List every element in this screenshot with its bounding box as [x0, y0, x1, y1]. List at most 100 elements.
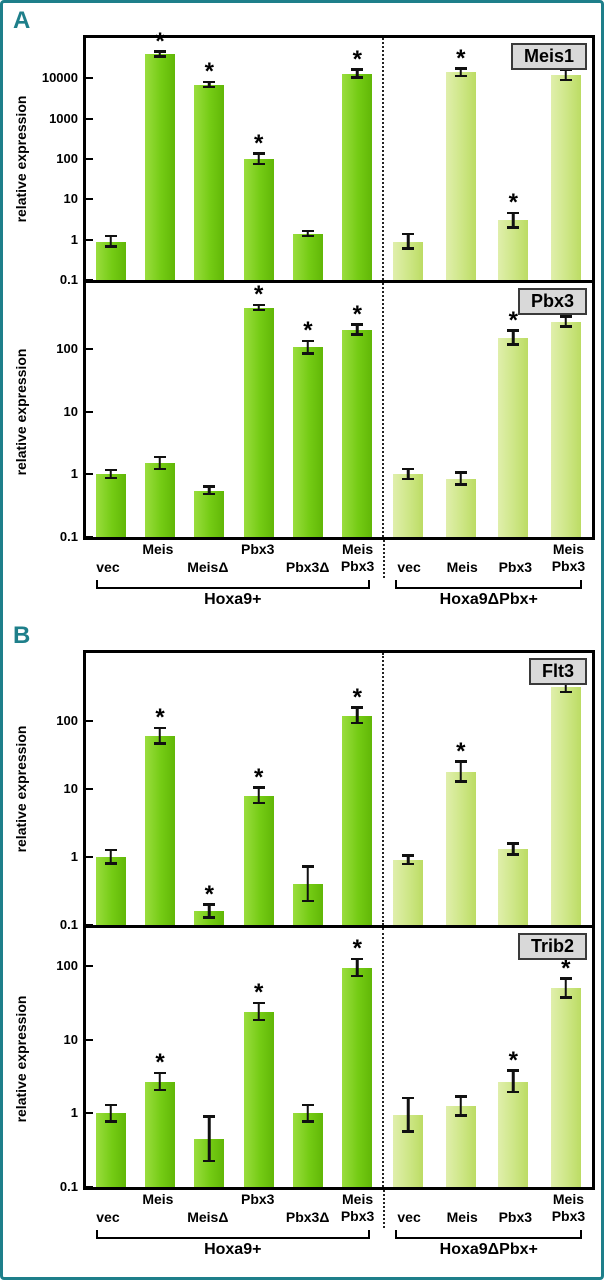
- error-cap-low: [559, 78, 572, 82]
- error-cap-low: [153, 742, 166, 745]
- error-cap-high: [104, 468, 117, 472]
- bar-slot: [382, 283, 435, 537]
- group-divider: [382, 38, 384, 280]
- bar-group-1: * * *: [86, 928, 382, 1187]
- y-axis-title-text: relative expression: [13, 995, 29, 1123]
- significance-star: *: [253, 281, 264, 309]
- error-cap-high: [104, 1103, 117, 1106]
- bar: [144, 736, 175, 925]
- x-category-label: MeisΔ: [187, 559, 229, 575]
- y-tick-mark: [86, 347, 93, 350]
- significance-star: *: [352, 45, 362, 73]
- x-category-label: vec: [397, 1209, 421, 1225]
- group-bracket: [395, 580, 583, 589]
- x-category-label: Pbx3Δ: [285, 559, 330, 575]
- error-bar: [306, 341, 310, 354]
- bar: [550, 988, 581, 1187]
- error-cap-high: [351, 68, 364, 71]
- error-cap-high: [454, 760, 467, 763]
- group-divider: [382, 1190, 385, 1228]
- y-tick-mark: [86, 158, 93, 160]
- x-label-slot: vec: [83, 540, 133, 578]
- significance-star: *: [352, 300, 362, 328]
- bar-group-1: * * * *: [86, 27, 382, 280]
- error-cap-high: [454, 471, 467, 474]
- bar: [194, 490, 225, 537]
- x-category-label: Pbx3Δ: [285, 1209, 330, 1225]
- error-cap-low: [507, 853, 520, 856]
- y-axis-title: relative expression: [9, 928, 33, 1190]
- bar: [144, 1081, 175, 1187]
- bar: [550, 321, 581, 537]
- bar: [342, 715, 373, 925]
- error-cap-high: [402, 232, 415, 236]
- bar: [342, 73, 373, 280]
- bar: [498, 1081, 529, 1187]
- bar-slot: [382, 928, 435, 1187]
- x-label-slot: Pbx3Δ: [283, 1190, 333, 1228]
- error-bar: [257, 1003, 260, 1021]
- bar-slot: [435, 283, 488, 537]
- gene-label: Meis1: [510, 43, 587, 70]
- x-category-label: vec: [397, 559, 421, 575]
- bar-slot: [86, 928, 135, 1187]
- error-bar: [512, 1070, 515, 1093]
- x-category-label: Meis Pbx3: [551, 541, 586, 574]
- y-tick-mark: [86, 1186, 93, 1188]
- error-cap-low: [351, 333, 364, 336]
- error-bar: [356, 324, 359, 335]
- x-label-slot: Meis Pbx3: [542, 1190, 595, 1228]
- x-label-slot: Meis: [436, 1190, 489, 1228]
- error-cap-low: [252, 801, 265, 805]
- error-bar: [208, 904, 211, 918]
- significance-star: *: [253, 763, 264, 791]
- bar-slot: [382, 38, 435, 280]
- bar-slot: [487, 653, 540, 925]
- error-bar: [208, 486, 211, 495]
- error-bar: [407, 469, 410, 480]
- error-cap-low: [402, 1130, 415, 1133]
- y-tick-label: 1: [70, 231, 78, 247]
- error-cap-low: [301, 1120, 314, 1123]
- error-cap-low: [252, 308, 265, 312]
- error-cap-high: [252, 152, 265, 155]
- bar: [194, 84, 225, 280]
- bar-slot: *: [540, 653, 593, 925]
- bar: [144, 54, 175, 280]
- error-cap-low: [454, 74, 467, 78]
- bar: [243, 307, 274, 537]
- bar: [445, 771, 476, 925]
- x-label-slot: Pbx3: [489, 540, 542, 578]
- bar-slot: *: [435, 38, 488, 280]
- error-cap-high: [153, 455, 166, 459]
- x-axis-labels: vec Meis MeisΔ Pbx3 Pbx3Δ Meis Pbx3 vec Meis Pbx…: [83, 540, 595, 578]
- error-cap-high: [252, 303, 265, 307]
- x-category-label: Pbx3: [240, 541, 275, 557]
- error-cap-low: [402, 247, 415, 250]
- error-bar: [109, 470, 112, 479]
- bar: [292, 233, 323, 280]
- x-axis-labels: vec Meis MeisΔ Pbx3 Pbx3Δ Meis Pbx3 vec Meis Pbx…: [83, 1190, 595, 1228]
- group-name: Hoxa9ΔPbx+: [439, 591, 538, 608]
- group-name: Hoxa9+: [204, 1241, 262, 1258]
- error-bar: [459, 472, 462, 485]
- y-tick-mark: [86, 536, 93, 538]
- error-cap-high: [402, 854, 415, 857]
- x-label-slot: Meis Pbx3: [542, 540, 595, 578]
- significance-star: *: [155, 27, 165, 55]
- error-bar: [158, 1073, 162, 1091]
- bar-slot: *: [234, 38, 283, 280]
- significance-star: *: [508, 189, 518, 217]
- x-label-slot: vec: [383, 540, 436, 578]
- y-tick-label: 10: [63, 403, 78, 419]
- x-label-slot: Meis Pbx3: [333, 540, 383, 578]
- y-tick-label: 0.1: [59, 529, 78, 544]
- y-tick-mark: [86, 1038, 93, 1041]
- error-bar: [407, 234, 410, 249]
- bar-slot: [185, 283, 234, 537]
- error-cap-high: [301, 229, 314, 233]
- bar: [550, 686, 581, 925]
- error-cap-high: [153, 726, 166, 730]
- group-divider: [382, 653, 384, 925]
